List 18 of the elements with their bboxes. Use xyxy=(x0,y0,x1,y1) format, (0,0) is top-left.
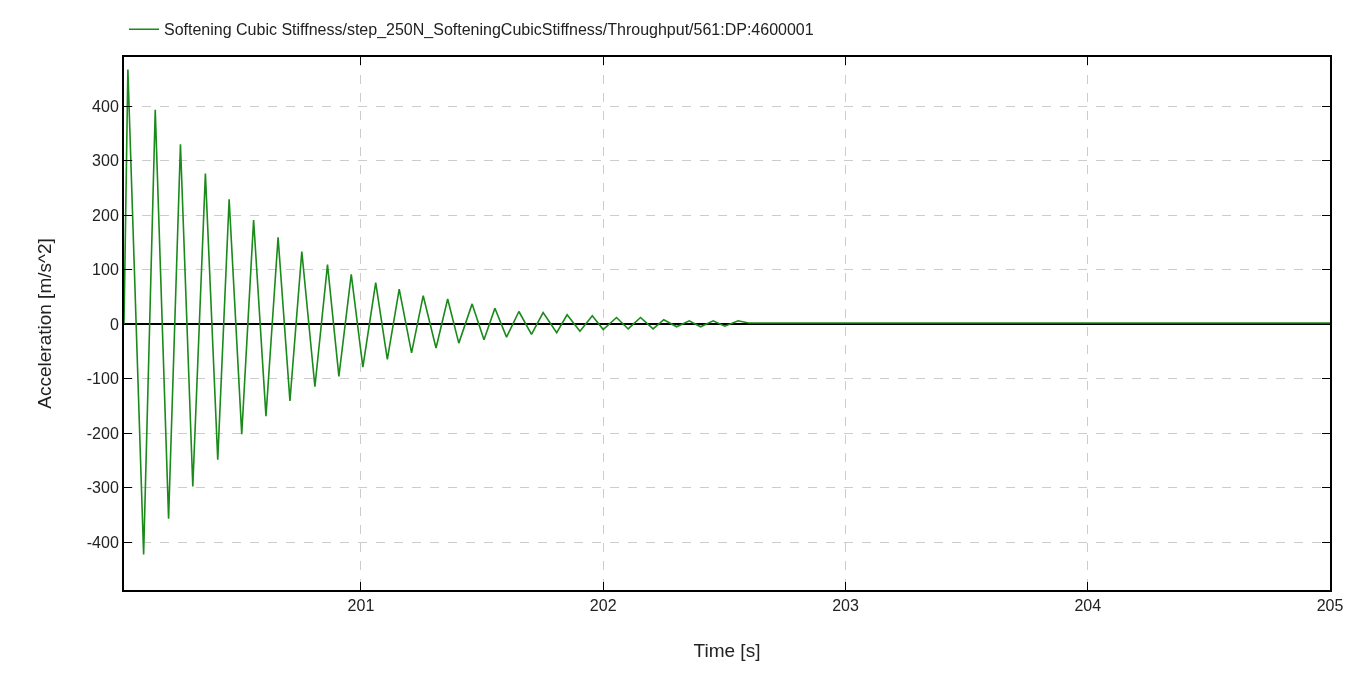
y-tick-label: -300 xyxy=(86,479,119,497)
legend-label: Softening Cubic Stiffness/step_250N_SofteningCubicStiffness/Throughput/561:DP:4600001 xyxy=(164,21,814,40)
y-tick-label: 100 xyxy=(92,261,119,279)
line-series xyxy=(124,68,1330,556)
y-tick-label: -400 xyxy=(86,533,119,551)
y-tick-label: 300 xyxy=(92,152,119,170)
y-axis-title: Acceleration [m/s^2] xyxy=(34,238,56,409)
x-tick-label: 201 xyxy=(347,597,375,615)
y-tick-label: -100 xyxy=(86,370,119,388)
y-tick-label: 400 xyxy=(92,97,119,115)
x-tick-label: 202 xyxy=(589,597,617,615)
x-tick-label: 204 xyxy=(1074,597,1102,615)
x-tick-label: 205 xyxy=(1316,597,1344,615)
y-tick-label: -200 xyxy=(86,424,119,442)
x-tick-label: 203 xyxy=(832,597,859,615)
x-axis-title: Time [s] xyxy=(693,639,761,661)
y-tick-label: 0 xyxy=(109,315,119,333)
y-tick-label: 200 xyxy=(92,206,119,224)
